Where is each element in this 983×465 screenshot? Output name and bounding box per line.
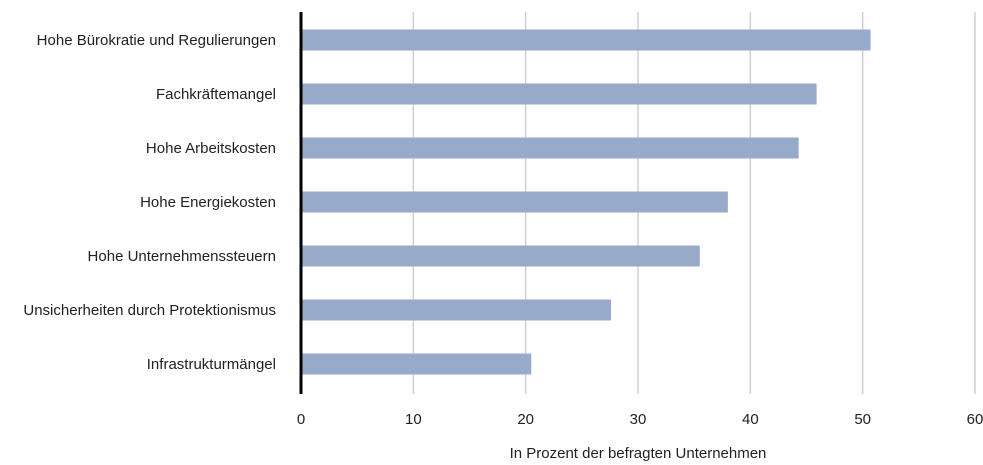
- bar: [301, 137, 799, 159]
- category-label: Hohe Bürokratie und Regulierungen: [37, 32, 276, 49]
- x-tick-label: 0: [297, 411, 305, 428]
- x-tick-label: 60: [967, 411, 983, 428]
- category-label: Unsicherheiten durch Protektionismus: [23, 302, 276, 319]
- x-axis-title: In Prozent der befragten Unternehmen: [510, 445, 767, 462]
- category-label: Fachkräftemangel: [156, 86, 276, 103]
- category-label: Hohe Unternehmenssteuern: [88, 248, 276, 265]
- bars: [301, 29, 871, 375]
- x-tick-label: 30: [630, 411, 647, 428]
- category-label: Hohe Energiekosten: [140, 194, 276, 211]
- bar: [301, 29, 871, 51]
- x-tick-label: 40: [742, 411, 759, 428]
- x-tick-label: 10: [405, 411, 422, 428]
- x-tick-label: 50: [854, 411, 871, 428]
- bar: [301, 83, 817, 105]
- bar: [301, 353, 532, 375]
- bar: [301, 299, 612, 321]
- category-label: Hohe Arbeitskosten: [146, 140, 276, 157]
- category-label: Infrastrukturmängel: [147, 356, 276, 373]
- category-labels: Hohe Bürokratie und Regulierungen Fachkrä…: [23, 32, 276, 373]
- x-tick-labels: 0 10 20 30 40 50 60: [297, 411, 983, 428]
- bar: [301, 191, 728, 213]
- x-tick-label: 20: [517, 411, 534, 428]
- bar: [301, 245, 700, 267]
